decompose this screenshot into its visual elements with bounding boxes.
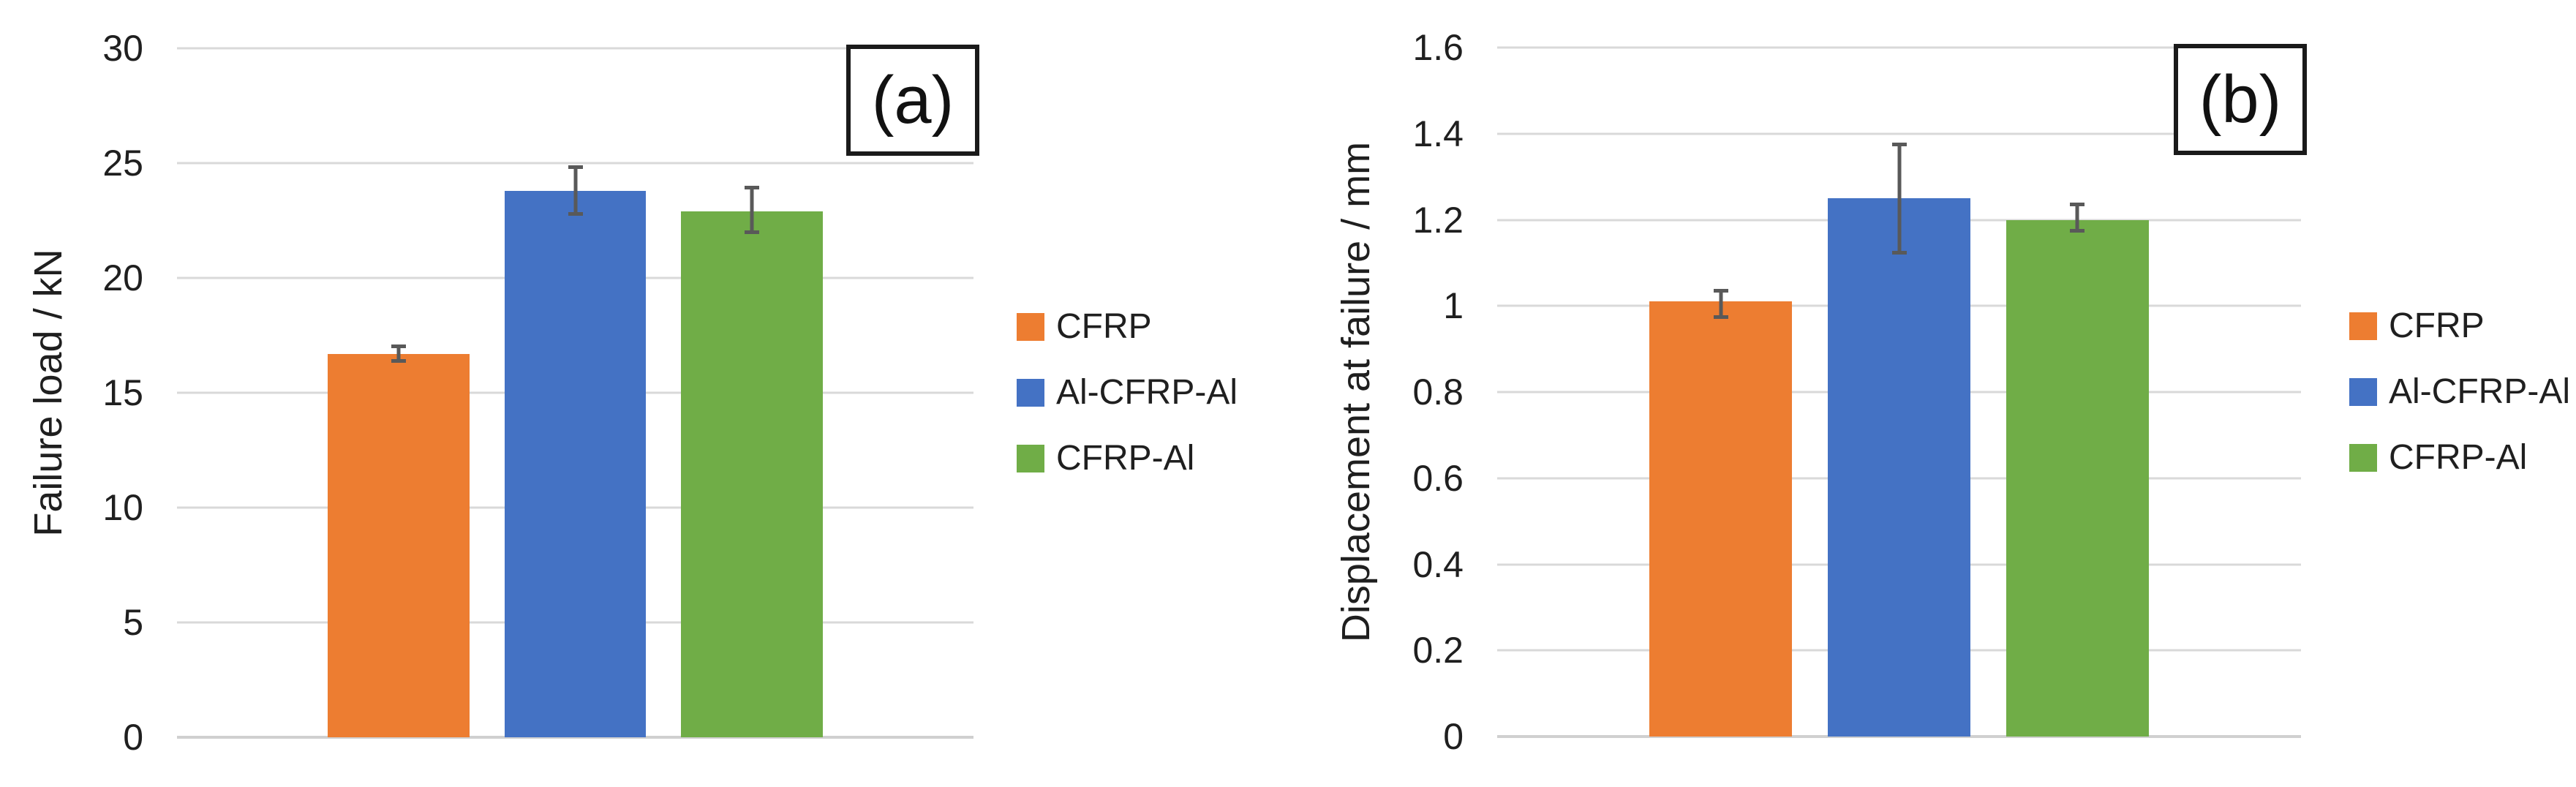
error-bar-cap-top [568, 165, 583, 170]
error-bar-cap-bottom [1713, 315, 1728, 319]
y-tick-label: 5 [123, 602, 143, 643]
legend-item-cfrp-al: CFRP-Al [1017, 441, 1238, 476]
error-bar-cap-bottom [1891, 250, 1907, 255]
y-tick-label: 30 [102, 28, 143, 69]
error-bar-line [2075, 202, 2079, 233]
legend-label: Al-CFRP-Al [2389, 372, 2570, 411]
error-bar-cap-top [2070, 202, 2085, 206]
error-bar-al-cfrp-al [568, 165, 583, 216]
y-tick-label: 0.4 [1412, 543, 1464, 585]
error-bar-cap-bottom [568, 212, 583, 216]
error-bar-cap-top [1891, 142, 1907, 146]
error-bar-cap-top [1713, 288, 1728, 293]
legend-item-cfrp-al: CFRP-Al [2349, 440, 2570, 475]
legend-swatch-al-cfrp-al [1017, 379, 1044, 407]
legend-label: CFRP-Al [2389, 438, 2528, 477]
gridline [177, 162, 973, 165]
legend-swatch-al-cfrp-al [2349, 378, 2377, 406]
y-tick-label: 1.6 [1412, 27, 1464, 68]
error-bar-cfrp [1713, 288, 1728, 319]
legend-item-al-cfrp-al: Al-CFRP-Al [1017, 375, 1238, 410]
error-bar-line [573, 165, 577, 216]
legend-label: CFRP [1056, 307, 1152, 346]
y-tick-label: 0 [123, 717, 143, 758]
bar-cfrp-al [681, 211, 824, 737]
legend-label: CFRP-Al [1056, 439, 1195, 478]
error-bar-cap-bottom [2070, 229, 2085, 233]
y-tick-label: 0.8 [1412, 372, 1464, 413]
legend-swatch-cfrp-al [2349, 444, 2377, 472]
x-axis-line [177, 736, 973, 739]
y-axis-title: Displacement at failure / mm [1334, 141, 1378, 643]
y-tick-label: 20 [102, 257, 143, 298]
plot-area: 30 25 20 15 10 5 0 (a) [102, 30, 979, 756]
legend-swatch-cfrp [1017, 313, 1044, 341]
error-bar-line [750, 186, 754, 235]
bar-cfrp [327, 353, 470, 737]
y-tick-label: 10 [102, 486, 143, 528]
error-bar-al-cfrp-al [1891, 142, 1907, 255]
error-bar-cap-top [391, 344, 406, 349]
y-tick-label: 1.2 [1412, 199, 1464, 241]
plot-area: 1.6 1.4 1.2 1 0.8 0.6 0.4 0.2 0 (b) [1412, 29, 2307, 755]
error-bar-cap-top [745, 186, 760, 190]
y-tick-label: 0 [1443, 716, 1464, 757]
panel-label-box: (a) [846, 45, 979, 156]
y-tick-label: 0.2 [1412, 630, 1464, 671]
bar-al-cfrp-al [1827, 198, 1971, 737]
y-tick-label: 1 [1443, 285, 1464, 327]
bar-al-cfrp-al [504, 190, 647, 737]
legend-item-al-cfrp-al: Al-CFRP-Al [2349, 374, 2570, 410]
y-tick-label: 1.4 [1412, 113, 1464, 154]
legend-item-cfrp: CFRP [2349, 309, 2570, 344]
error-bar-line [1719, 288, 1723, 319]
legend: CFRP Al-CFRP-Al CFRP-Al [2349, 309, 2570, 475]
legend: CFRP Al-CFRP-Al CFRP-Al [1017, 309, 1238, 476]
error-bar-cfrp [391, 344, 406, 364]
y-tick-label: 0.6 [1412, 457, 1464, 499]
legend-label: CFRP [2389, 306, 2485, 345]
gridline [1497, 46, 2301, 49]
bar-cfrp [1649, 301, 1793, 737]
panel-label: (a) [871, 62, 954, 138]
error-bar-line [1897, 142, 1901, 255]
bar-cfrp-al [2006, 219, 2150, 737]
gridline [1497, 132, 2301, 135]
panel-label: (b) [2199, 61, 2282, 137]
gridline [177, 47, 973, 50]
error-bar-cfrp-al [745, 186, 760, 235]
error-bar-cap-bottom [745, 230, 760, 235]
y-tick-label: 15 [102, 372, 143, 413]
error-bar-line [396, 344, 401, 364]
legend-swatch-cfrp [2349, 312, 2377, 340]
panel-label-box: (b) [2174, 44, 2307, 155]
error-bar-cfrp-al [2070, 202, 2085, 233]
legend-label: Al-CFRP-Al [1056, 373, 1238, 412]
legend-swatch-cfrp-al [1017, 445, 1044, 472]
legend-item-cfrp: CFRP [1017, 309, 1238, 344]
x-axis-line [1497, 735, 2301, 738]
error-bar-cap-bottom [391, 359, 406, 364]
y-tick-label: 25 [102, 142, 143, 184]
